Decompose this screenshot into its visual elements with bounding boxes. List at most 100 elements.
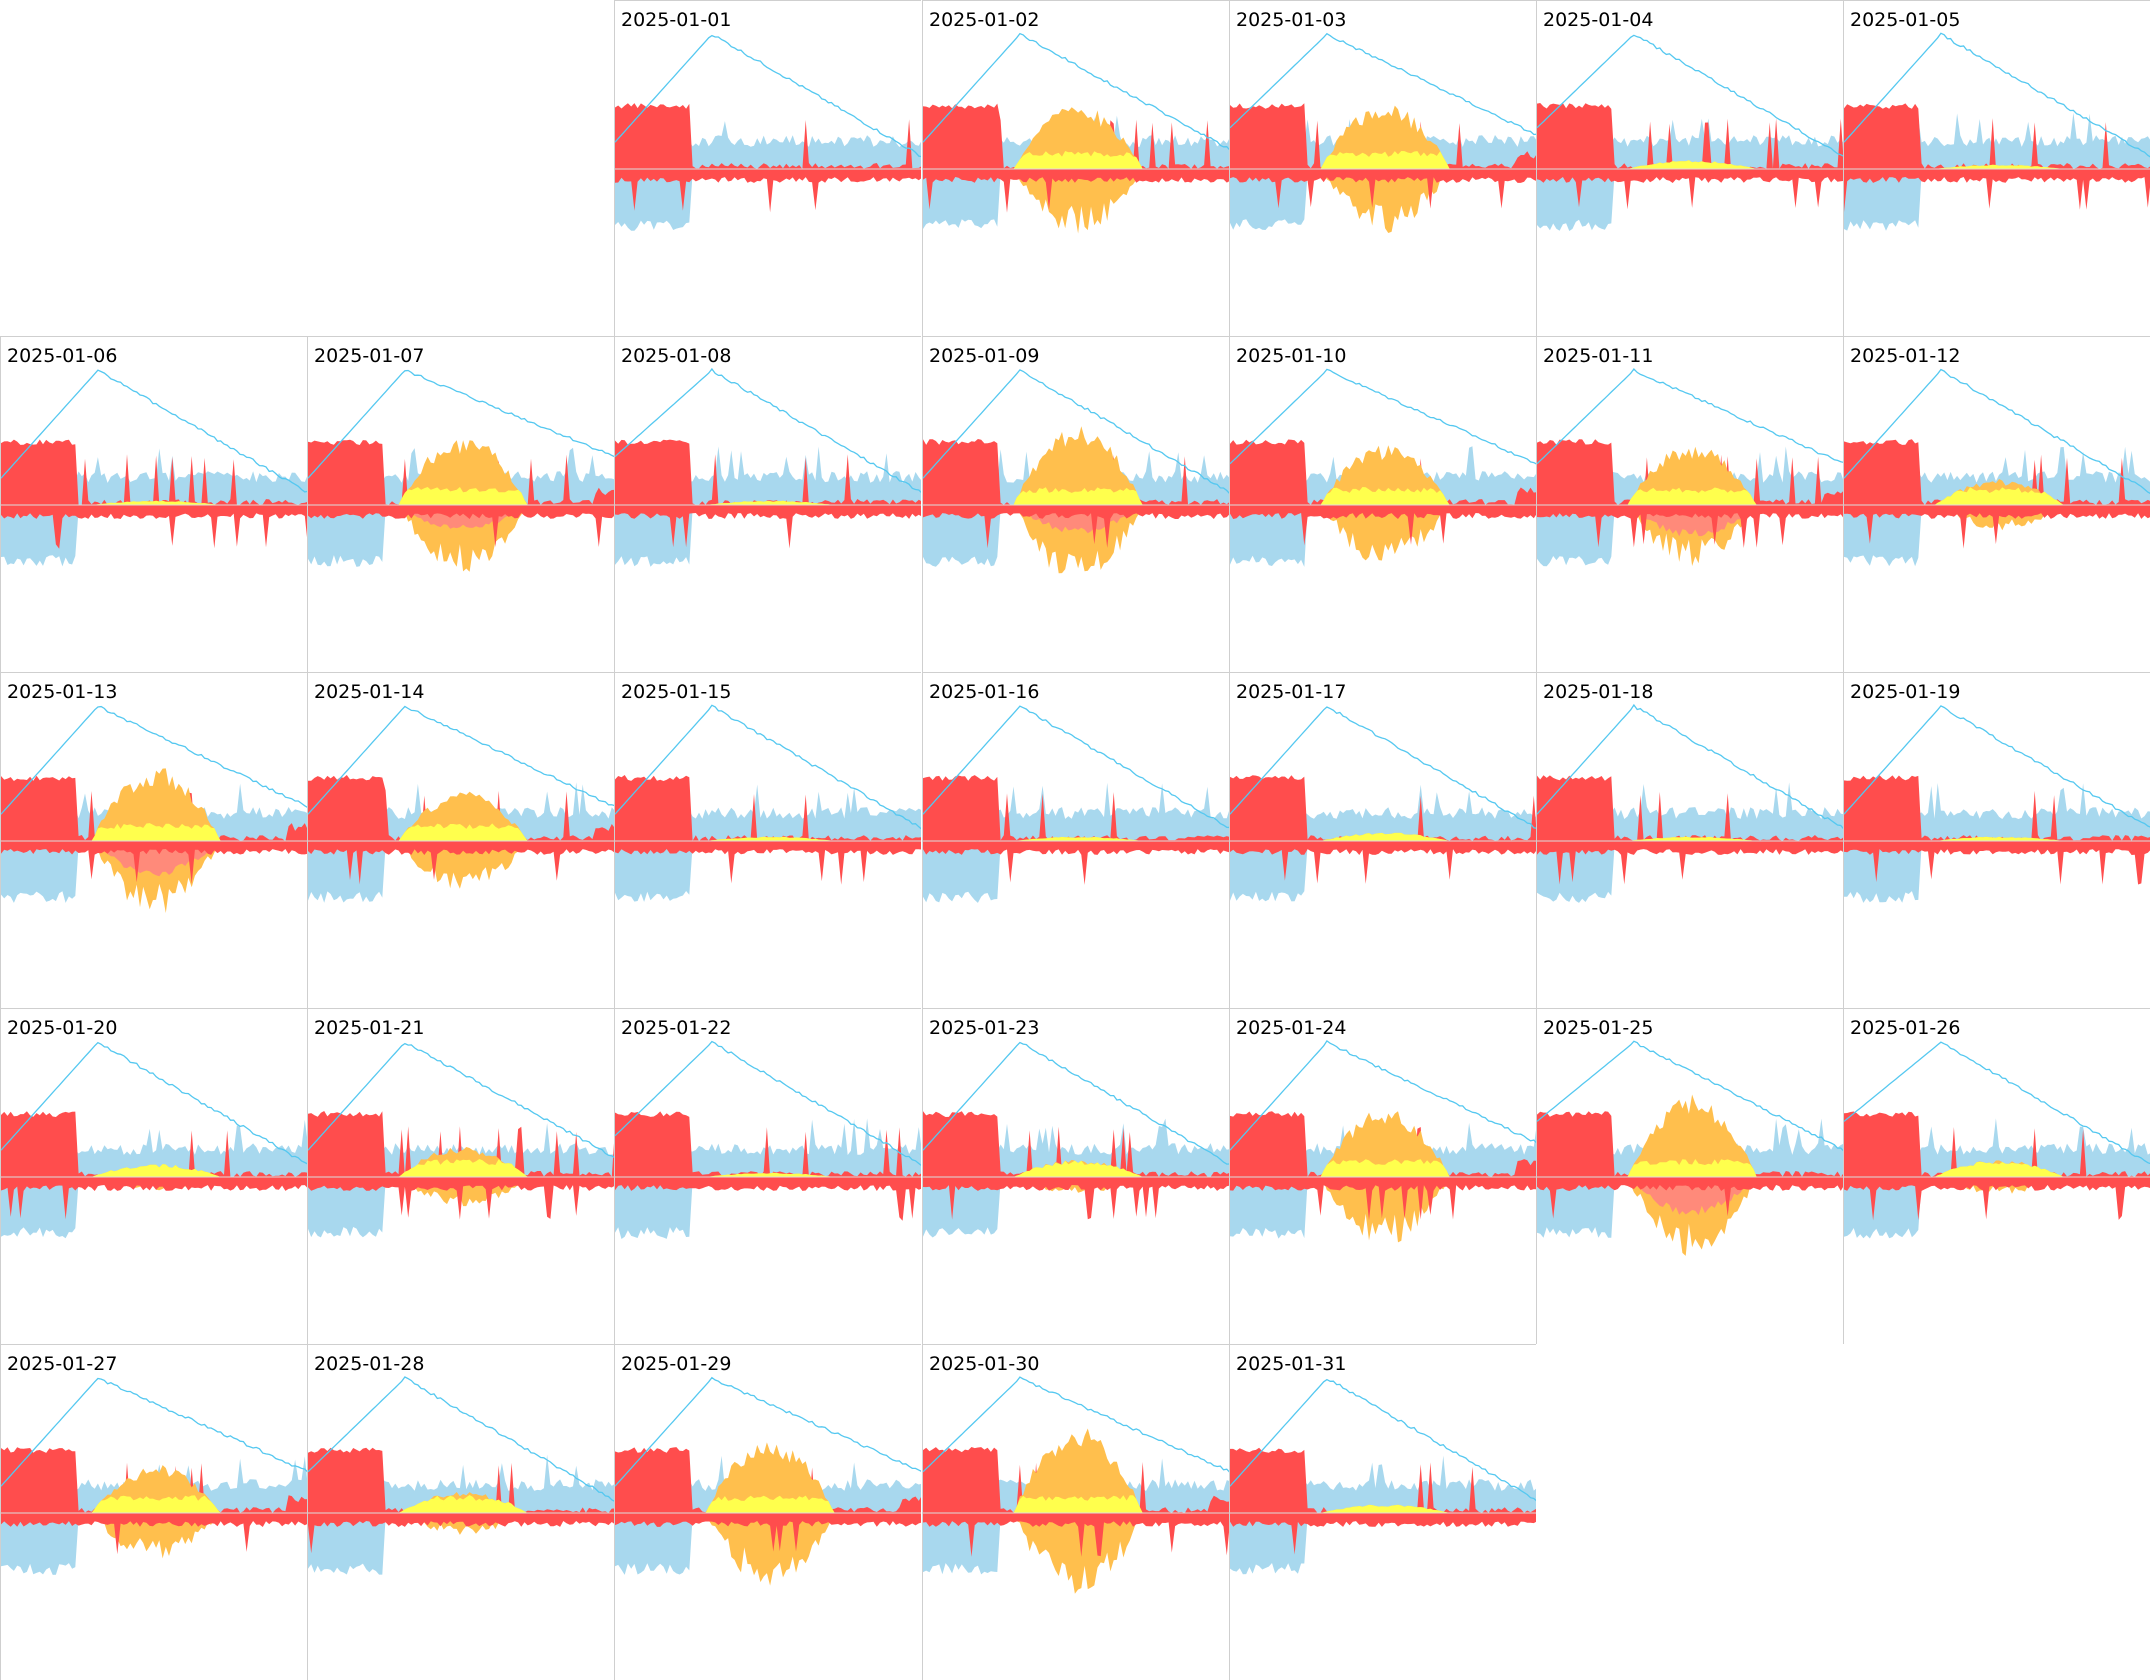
solar-area	[308, 791, 614, 841]
solar-self-area	[1230, 487, 1536, 505]
day-chart	[615, 704, 921, 902]
grid-area	[923, 103, 1229, 169]
day-chart	[308, 1042, 614, 1238]
solar-use-area	[923, 169, 1229, 234]
solar-self-area	[1230, 1159, 1536, 1177]
day-label: 2025-01-13	[7, 681, 118, 703]
day-panel: 2025-01-15	[614, 672, 921, 1008]
battery-soc-line	[1844, 1041, 2150, 1165]
solar-use-area	[1537, 505, 1843, 566]
day-label: 2025-01-03	[1236, 9, 1347, 31]
battery-charge-area	[308, 505, 614, 529]
solar-area	[923, 1428, 1229, 1513]
battery-soc-line	[923, 32, 1229, 151]
day-label: 2025-01-30	[929, 1353, 1040, 1375]
house-use-area	[308, 1513, 614, 1575]
day-label: 2025-01-11	[1543, 345, 1654, 367]
grid-area	[308, 775, 614, 841]
solar-self-area	[1230, 832, 1536, 841]
grid-use-area	[308, 841, 614, 885]
battery-soc-line	[308, 705, 614, 815]
house-use-area	[1, 505, 307, 567]
grid-use-area	[923, 1513, 1229, 1557]
solar-self-area	[1844, 487, 2150, 505]
house-use-area	[1230, 1177, 1536, 1239]
house-use-area	[1537, 841, 1843, 903]
grid-use-area	[923, 1177, 1229, 1220]
solar-use-area	[1537, 1177, 1843, 1256]
grid-area	[1, 1447, 307, 1513]
solar-self-area	[1, 1495, 307, 1513]
day-chart	[1537, 367, 1843, 567]
day-chart	[308, 1376, 614, 1575]
day-label: 2025-01-15	[621, 681, 732, 703]
solar-area	[1, 768, 307, 841]
grid-use-area	[615, 1513, 921, 1552]
battery-soc-line	[1537, 1040, 1843, 1152]
grid-use-area	[1, 1513, 307, 1555]
battery-soc-line	[1230, 1039, 1536, 1151]
day-chart	[615, 367, 921, 567]
battery-soc-line	[308, 1042, 614, 1159]
battery-soc-line	[923, 705, 1229, 829]
solar-area	[1537, 1094, 1843, 1177]
day-chart	[1844, 368, 2150, 567]
day-chart	[1537, 34, 1843, 231]
day-label: 2025-01-01	[621, 9, 732, 31]
grid-use-area	[1844, 505, 2150, 549]
day-label: 2025-01-27	[7, 1353, 118, 1375]
house-use-area	[923, 1177, 1229, 1238]
solar-self-area	[1537, 1159, 1843, 1177]
house-use-area	[923, 1513, 1229, 1575]
solar-self-area	[308, 823, 614, 841]
house-use-area	[308, 1177, 614, 1238]
day-label: 2025-01-22	[621, 1017, 732, 1039]
battery-soc-line	[615, 1376, 921, 1487]
solar-use-area	[1, 1513, 307, 1559]
day-label: 2025-01-23	[929, 1017, 1040, 1039]
grid-use-area	[1537, 841, 1843, 885]
day-panel: 2025-01-26	[1843, 1008, 2150, 1344]
solar-area	[923, 426, 1229, 505]
day-label: 2025-01-29	[621, 1353, 732, 1375]
day-label: 2025-01-21	[314, 1017, 425, 1039]
house-use-area	[1537, 169, 1843, 231]
day-label: 2025-01-26	[1850, 1017, 1961, 1039]
day-chart	[308, 369, 614, 572]
day-chart	[1230, 1378, 1536, 1575]
day-label: 2025-01-12	[1850, 345, 1961, 367]
grid-area	[1844, 775, 2150, 841]
day-chart	[1844, 1041, 2150, 1239]
battery-soc-line	[308, 369, 614, 479]
battery-soc-line	[1, 1377, 307, 1487]
day-chart	[1230, 706, 1536, 902]
day-label: 2025-01-19	[1850, 681, 1961, 703]
day-label: 2025-01-04	[1543, 9, 1654, 31]
solar-use-area	[923, 505, 1229, 574]
solar-self-area	[923, 1495, 1229, 1513]
solar-self-area	[308, 1495, 614, 1513]
day-panel: 2025-01-03	[1229, 0, 1536, 336]
grid-use-area	[615, 505, 921, 549]
solar-area	[1230, 105, 1536, 169]
grid-area	[1537, 1111, 1843, 1177]
day-chart	[1, 705, 307, 913]
day-label: 2025-01-18	[1543, 681, 1654, 703]
day-chart	[1230, 32, 1536, 233]
solar-area	[923, 107, 1229, 169]
day-panel: 2025-01-29	[614, 1344, 921, 1680]
day-chart	[1, 1041, 307, 1239]
solar-self-area	[1, 823, 307, 841]
grid-use-area	[308, 1177, 614, 1220]
day-label: 2025-01-08	[621, 345, 732, 367]
day-panel: 2025-01-23	[922, 1008, 1229, 1344]
grid-area	[1230, 775, 1536, 841]
grid-use-area	[308, 505, 614, 547]
day-panel: 2025-01-30	[922, 1344, 1229, 1680]
grid-area	[923, 439, 1229, 505]
day-panel: 2025-01-16	[922, 672, 1229, 1008]
grid-use-area	[923, 841, 1229, 885]
day-panel: 2025-01-11	[1536, 336, 1843, 672]
battery-soc-line	[1537, 703, 1843, 830]
day-label: 2025-01-24	[1236, 1017, 1347, 1039]
